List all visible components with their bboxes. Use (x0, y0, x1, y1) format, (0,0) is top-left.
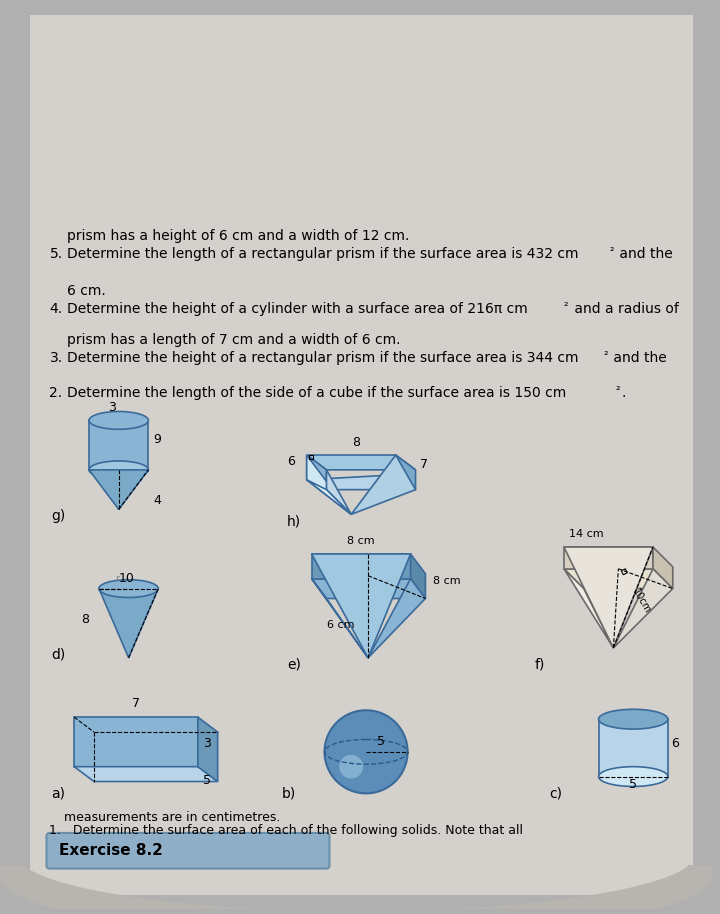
Text: and a radius of: and a radius of (570, 302, 679, 315)
FancyBboxPatch shape (47, 833, 330, 868)
Text: r: r (114, 574, 119, 584)
Polygon shape (307, 474, 415, 490)
Text: e): e) (287, 658, 301, 672)
Polygon shape (410, 554, 426, 599)
Text: 8: 8 (81, 613, 89, 626)
Polygon shape (198, 717, 217, 781)
Text: f): f) (534, 658, 544, 672)
Text: 9: 9 (153, 433, 161, 446)
Polygon shape (307, 455, 326, 490)
Text: 6: 6 (671, 737, 679, 749)
Text: 6: 6 (287, 455, 294, 468)
Text: ²: ² (603, 351, 608, 361)
Polygon shape (74, 717, 198, 767)
Polygon shape (396, 455, 415, 490)
Text: h): h) (287, 515, 301, 528)
Text: 8 cm: 8 cm (347, 537, 375, 546)
Text: 5.: 5. (50, 248, 63, 261)
Text: measurements are in centimetres.: measurements are in centimetres. (64, 812, 281, 824)
Polygon shape (564, 569, 672, 589)
Circle shape (339, 755, 363, 779)
Polygon shape (326, 470, 351, 515)
Text: 2.: 2. (50, 386, 63, 399)
Polygon shape (564, 547, 653, 569)
Text: 6 cm: 6 cm (327, 621, 354, 630)
Polygon shape (598, 719, 668, 777)
Polygon shape (307, 455, 415, 470)
Text: 3: 3 (108, 400, 116, 413)
Circle shape (325, 710, 408, 793)
Polygon shape (99, 589, 158, 658)
Polygon shape (74, 767, 217, 781)
Polygon shape (30, 15, 693, 896)
Polygon shape (312, 579, 426, 599)
Polygon shape (653, 547, 672, 589)
Text: 14 cm: 14 cm (569, 529, 603, 539)
Polygon shape (564, 547, 653, 648)
Polygon shape (89, 420, 148, 470)
Ellipse shape (89, 411, 148, 430)
Text: 1.   Determine the surface area of each of the following solids. Note that all: 1. Determine the surface area of each of… (50, 824, 523, 837)
Text: and the: and the (616, 248, 673, 261)
Text: g): g) (51, 509, 66, 524)
Text: Exercise 8.2: Exercise 8.2 (59, 844, 163, 858)
Text: b): b) (282, 786, 296, 801)
Text: 10: 10 (119, 571, 135, 585)
Text: Determine the length of a rectangular prism if the surface area is 432 cm: Determine the length of a rectangular pr… (67, 248, 579, 261)
Text: 3: 3 (203, 737, 211, 749)
Text: ²: ² (564, 302, 568, 312)
Polygon shape (89, 470, 148, 509)
Polygon shape (312, 554, 410, 658)
Text: 7: 7 (420, 458, 428, 471)
Text: 8 cm: 8 cm (433, 576, 461, 586)
Text: 6 cm.: 6 cm. (67, 284, 106, 298)
Text: Determine the length of the side of a cube if the surface area is 150 cm: Determine the length of the side of a cu… (67, 386, 567, 399)
Polygon shape (312, 579, 368, 658)
Text: ²: ² (609, 248, 614, 257)
Text: 4.: 4. (50, 302, 63, 315)
Text: d): d) (51, 648, 66, 662)
Ellipse shape (99, 579, 158, 598)
Text: 8: 8 (352, 436, 360, 449)
Text: 5: 5 (203, 774, 211, 788)
Text: ²: ² (616, 386, 620, 396)
Ellipse shape (89, 461, 148, 479)
Text: a): a) (51, 786, 66, 801)
Polygon shape (613, 569, 672, 648)
Text: prism has a height of 6 cm and a width of 12 cm.: prism has a height of 6 cm and a width o… (67, 229, 410, 243)
Text: and the: and the (609, 351, 667, 365)
Text: 5: 5 (377, 735, 385, 748)
Text: .: . (621, 386, 626, 399)
Polygon shape (307, 455, 351, 515)
Text: Determine the height of a cylinder with a surface area of 216π cm: Determine the height of a cylinder with … (67, 302, 528, 315)
Polygon shape (307, 480, 351, 515)
Polygon shape (351, 455, 415, 515)
Text: 4: 4 (153, 494, 161, 507)
Text: 5: 5 (629, 779, 637, 792)
Text: Determine the height of a rectangular prism if the surface area is 344 cm: Determine the height of a rectangular pr… (67, 351, 579, 365)
Polygon shape (312, 554, 410, 579)
Text: 10cm: 10cm (630, 587, 652, 615)
Text: prism has a length of 7 cm and a width of 6 cm.: prism has a length of 7 cm and a width o… (67, 334, 401, 347)
Text: 3.: 3. (50, 351, 63, 365)
Polygon shape (368, 579, 426, 658)
Text: c): c) (549, 786, 562, 801)
Ellipse shape (598, 767, 668, 786)
Polygon shape (564, 569, 613, 648)
Ellipse shape (598, 709, 668, 729)
Text: 7: 7 (132, 697, 140, 710)
